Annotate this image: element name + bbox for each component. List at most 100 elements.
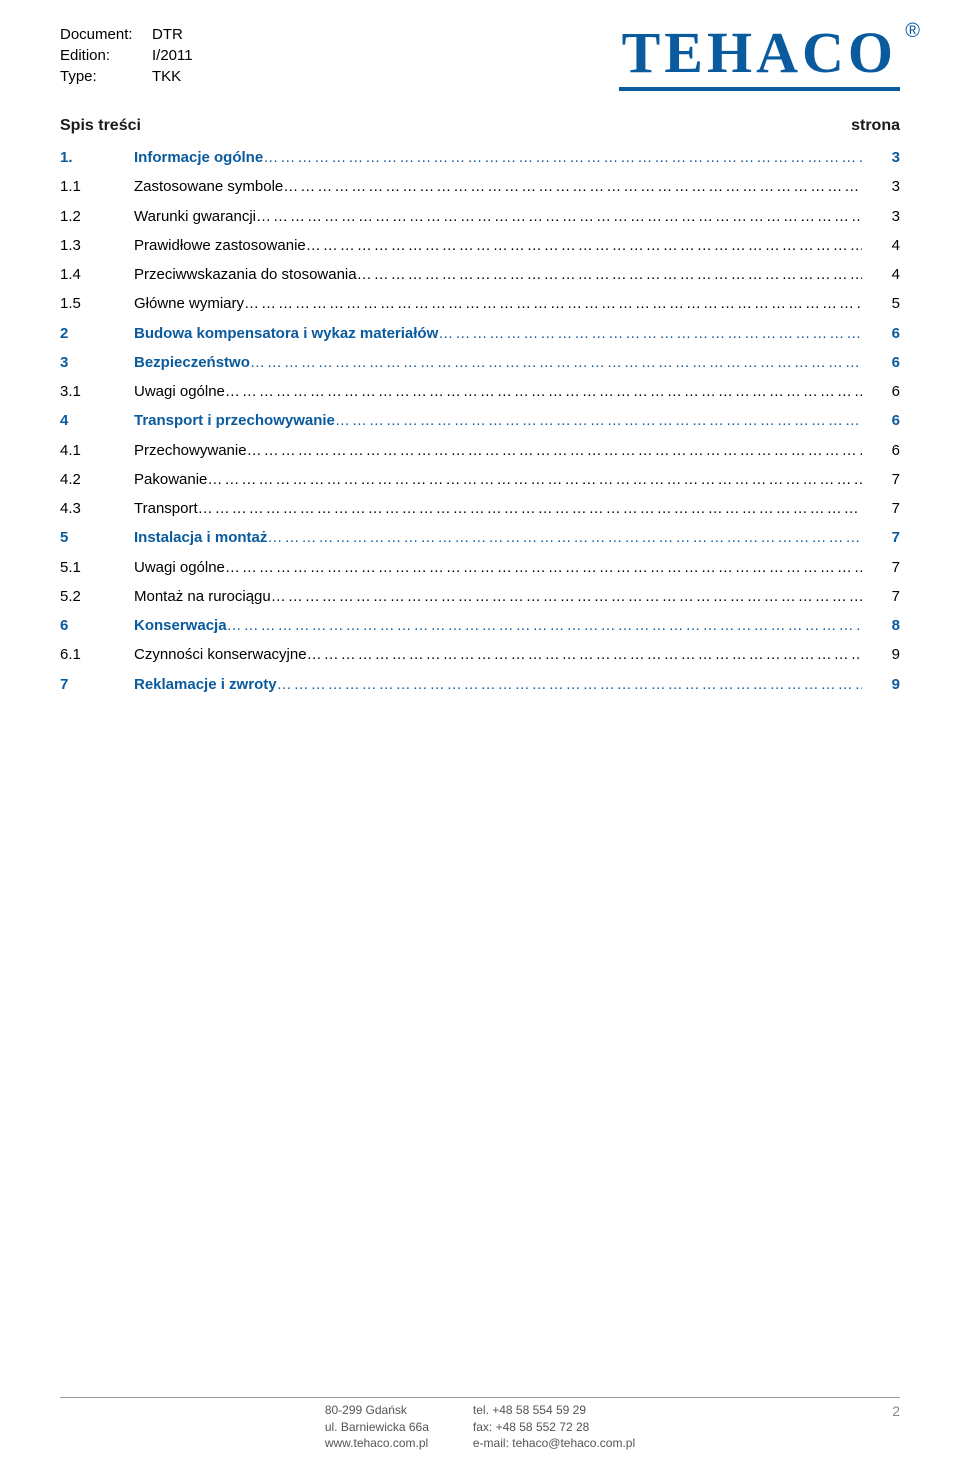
toc-leader: …………………………………………………………………………………………………………… [256,202,862,231]
toc-page: 3 [862,143,900,172]
toc-page: 5 [862,289,900,318]
type-value: TKK [152,66,181,87]
toc-number: 1.3 [60,231,134,260]
toc-header-right: strona [851,117,900,135]
toc-leader: …………………………………………………………………………………………………………… [438,319,862,348]
toc-header: Spis treści strona [60,117,900,135]
toc-title: Główne wymiary [134,289,244,318]
footer-line: 80-299 Gdańsk [325,1402,429,1418]
toc-row: 5.1Uwagi ogólne…………………………………………………………………… [60,553,900,582]
footer-line: www.tehaco.com.pl [325,1435,429,1451]
toc-header-left: Spis treści [60,117,141,135]
toc-title: Transport i przechowywanie [134,406,335,435]
toc-row: 7Reklamacje i zwroty……………………………………………………… [60,670,900,699]
toc-leader: …………………………………………………………………………………………………………… [307,640,862,669]
toc-number: 4.2 [60,465,134,494]
toc-number: 1. [60,143,134,172]
toc-number: 5 [60,523,134,552]
toc-title: Warunki gwarancji [134,202,256,231]
doc-info-row: Edition: I/2011 [60,45,193,66]
toc-row: 3.1Uwagi ogólne…………………………………………………………………… [60,377,900,406]
toc-number: 1.1 [60,172,134,201]
toc-page: 9 [862,670,900,699]
footer-address: 80-299 Gdańsk ul. Barniewicka 66a www.te… [325,1402,429,1451]
toc-leader: …………………………………………………………………………………………………………… [207,465,862,494]
toc-row: 6.1Czynności konserwacyjne……………………………………… [60,640,900,669]
page: Document: DTR Edition: I/2011 Type: TKK … [0,0,960,1479]
toc-leader: …………………………………………………………………………………………………………… [267,523,862,552]
edition-label: Edition: [60,45,152,66]
toc-page: 3 [862,172,900,201]
toc-row: 1.2Warunki gwarancji……………………………………………………… [60,202,900,231]
toc-page: 8 [862,611,900,640]
brand-logo: TEHACO ® [619,24,900,91]
toc-number: 3.1 [60,377,134,406]
toc-page: 7 [862,494,900,523]
toc-page: 9 [862,640,900,669]
footer-line: e-mail: tehaco@tehaco.com.pl [473,1435,635,1451]
toc-row: 1.4Przeciwwskazania do stosowania…………………… [60,260,900,289]
toc-page: 6 [862,406,900,435]
toc-title: Przeciwwskazania do stosowania [134,260,357,289]
footer-line: fax: +48 58 552 72 28 [473,1419,635,1435]
toc-row: 2Budowa kompensatora i wykaz materiałów…… [60,319,900,348]
toc-leader: …………………………………………………………………………………………………………… [225,377,862,406]
toc-number: 3 [60,348,134,377]
document-value: DTR [152,24,183,45]
toc-leader: …………………………………………………………………………………………………………… [250,348,862,377]
doc-info-row: Document: DTR [60,24,193,45]
toc-title: Transport [134,494,198,523]
toc-title: Bezpieczeństwo [134,348,250,377]
toc-row: 5.2Montaż na rurociągu………………………………………………… [60,582,900,611]
toc-page: 4 [862,231,900,260]
toc-page: 6 [862,319,900,348]
toc-title: Zastosowane symbole [134,172,283,201]
toc-number: 5.2 [60,582,134,611]
toc-row: 5Instalacja i montaż……………………………………………………… [60,523,900,552]
footer-line: ul. Barniewicka 66a [325,1419,429,1435]
document-info: Document: DTR Edition: I/2011 Type: TKK [60,24,193,87]
toc-row: 4.1Przechowywanie……………………………………………………………… [60,436,900,465]
edition-value: I/2011 [152,45,193,66]
footer-line: tel. +48 58 554 59 29 [473,1402,635,1418]
toc-leader: …………………………………………………………………………………………………………… [244,289,862,318]
toc-number: 5.1 [60,553,134,582]
toc-leader: …………………………………………………………………………………………………………… [277,670,862,699]
toc-page: 3 [862,202,900,231]
toc-leader: …………………………………………………………………………………………………………… [247,436,862,465]
toc-number: 1.2 [60,202,134,231]
toc-row: 3Bezpieczeństwo…………………………………………………………………… [60,348,900,377]
toc-number: 1.4 [60,260,134,289]
toc-row: 4Transport i przechowywanie…………………………………… [60,406,900,435]
toc-leader: …………………………………………………………………………………………………………… [198,494,862,523]
toc-page: 7 [862,553,900,582]
toc-page: 4 [862,260,900,289]
toc-page: 7 [862,523,900,552]
footer-rule [60,1397,900,1398]
toc-number: 2 [60,319,134,348]
logo-text: TEHACO [619,24,900,91]
toc-title: Konserwacja [134,611,227,640]
toc-leader: …………………………………………………………………………………………………………… [263,143,862,172]
doc-info-row: Type: TKK [60,66,193,87]
toc-title: Montaż na rurociągu [134,582,271,611]
toc-leader: …………………………………………………………………………………………………………… [357,260,862,289]
toc-title: Przechowywanie [134,436,247,465]
toc-page: 6 [862,348,900,377]
toc-leader: …………………………………………………………………………………………………………… [271,582,862,611]
page-number: 2 [892,1402,900,1421]
toc-leader: …………………………………………………………………………………………………………… [283,172,862,201]
toc-title: Uwagi ogólne [134,553,225,582]
footer-contact: tel. +48 58 554 59 29 fax: +48 58 552 72… [473,1402,635,1451]
page-footer: 80-299 Gdańsk ul. Barniewicka 66a www.te… [0,1397,960,1451]
toc-leader: …………………………………………………………………………………………………………… [306,231,862,260]
toc-row: 1.3Prawidłowe zastosowanie……………………………………… [60,231,900,260]
toc-title: Czynności konserwacyjne [134,640,307,669]
toc-row: 6Konserwacja…………………………………………………………………………… [60,611,900,640]
toc-title: Pakowanie [134,465,207,494]
type-label: Type: [60,66,152,87]
toc-row: 4.2Pakowanie…………………………………………………………………………… [60,465,900,494]
toc-title: Instalacja i montaż [134,523,267,552]
toc-leader: …………………………………………………………………………………………………………… [225,553,862,582]
toc-page: 6 [862,377,900,406]
